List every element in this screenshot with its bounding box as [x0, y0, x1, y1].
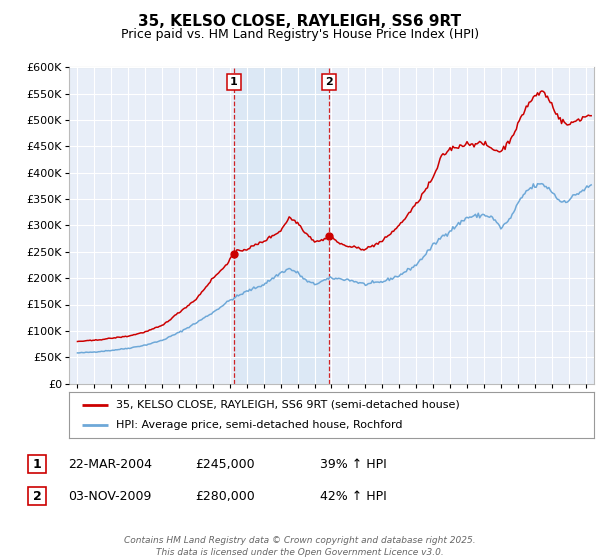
Text: 39% ↑ HPI: 39% ↑ HPI — [320, 458, 387, 470]
Text: 2: 2 — [325, 77, 332, 87]
Text: 22-MAR-2004: 22-MAR-2004 — [68, 458, 152, 470]
Text: £280,000: £280,000 — [195, 489, 255, 502]
FancyBboxPatch shape — [28, 487, 46, 505]
Text: HPI: Average price, semi-detached house, Rochford: HPI: Average price, semi-detached house,… — [116, 420, 403, 430]
Text: 35, KELSO CLOSE, RAYLEIGH, SS6 9RT: 35, KELSO CLOSE, RAYLEIGH, SS6 9RT — [139, 14, 461, 29]
Bar — [233, 67, 329, 384]
Text: Price paid vs. HM Land Registry's House Price Index (HPI): Price paid vs. HM Land Registry's House … — [121, 28, 479, 41]
Text: £245,000: £245,000 — [195, 458, 254, 470]
Text: 42% ↑ HPI: 42% ↑ HPI — [320, 489, 387, 502]
FancyBboxPatch shape — [28, 455, 46, 473]
Text: 03-NOV-2009: 03-NOV-2009 — [68, 489, 151, 502]
Text: 1: 1 — [230, 77, 238, 87]
Text: Contains HM Land Registry data © Crown copyright and database right 2025.
This d: Contains HM Land Registry data © Crown c… — [124, 536, 476, 557]
Text: 1: 1 — [32, 458, 41, 470]
Text: 2: 2 — [32, 489, 41, 502]
Text: 35, KELSO CLOSE, RAYLEIGH, SS6 9RT (semi-detached house): 35, KELSO CLOSE, RAYLEIGH, SS6 9RT (semi… — [116, 400, 460, 410]
